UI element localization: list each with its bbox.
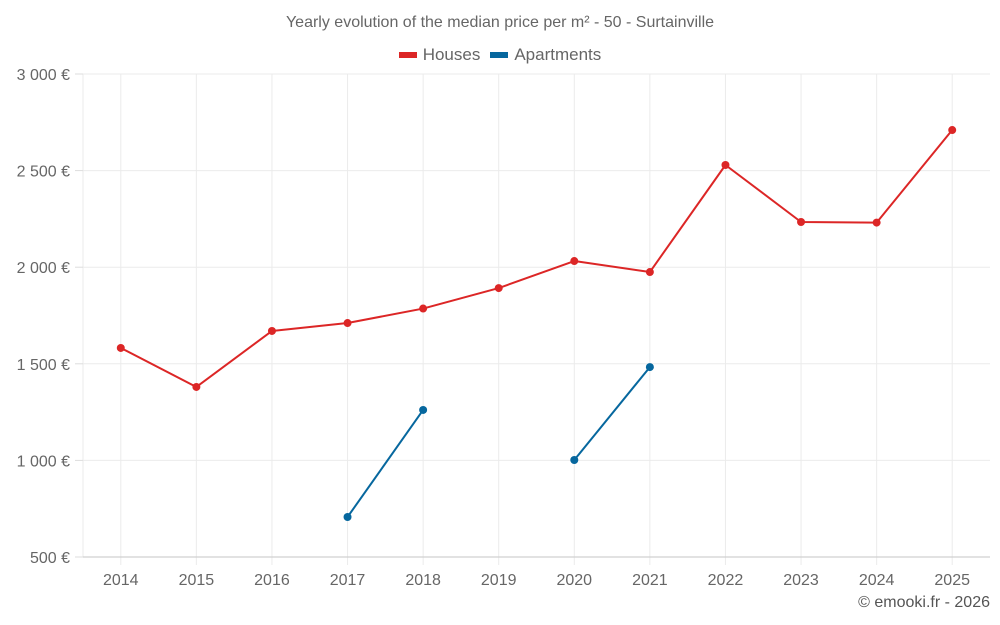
y-tick-label: 3 000 € xyxy=(17,67,70,84)
data-point-apartments-2018 xyxy=(419,405,428,414)
y-tick-label: 2 500 € xyxy=(17,164,70,181)
data-point-houses-2020 xyxy=(570,257,579,266)
data-point-apartments-2021 xyxy=(645,363,654,372)
y-tick-label: 500 € xyxy=(30,550,70,567)
x-tick-label: 2023 xyxy=(783,572,819,589)
series-houses xyxy=(116,126,957,391)
x-tick-label: 2016 xyxy=(254,572,290,589)
data-point-houses-2023 xyxy=(797,217,806,226)
data-point-apartments-2020 xyxy=(570,456,579,465)
x-tick-label: 2018 xyxy=(405,572,441,589)
legend-swatch-apartments xyxy=(490,52,509,58)
legend-item-apartments[interactable]: Apartments xyxy=(490,45,601,65)
data-point-houses-2014 xyxy=(116,343,125,352)
legend-swatch-houses xyxy=(398,52,417,58)
x-tick-label: 2019 xyxy=(481,572,517,589)
data-point-houses-2017 xyxy=(343,319,352,328)
data-point-houses-2019 xyxy=(494,284,503,293)
series xyxy=(116,126,957,522)
data-point-houses-2025 xyxy=(948,126,957,135)
legend: Houses Apartments xyxy=(0,45,1000,65)
y-tick-label: 2 000 € xyxy=(17,260,70,277)
series-line-houses xyxy=(120,129,953,388)
grid xyxy=(82,73,990,565)
data-point-houses-2015 xyxy=(192,382,201,391)
x-tick-label: 2014 xyxy=(103,572,139,589)
y-tick-label: 1 500 € xyxy=(17,357,70,374)
series-line-apartments xyxy=(346,409,424,518)
legend-item-houses[interactable]: Houses xyxy=(398,45,481,65)
x-tick-label: 2021 xyxy=(632,572,668,589)
x-tick-label: 2024 xyxy=(859,572,895,589)
data-point-houses-2022 xyxy=(721,160,730,169)
data-point-houses-2018 xyxy=(419,304,428,313)
data-point-houses-2016 xyxy=(267,326,276,335)
data-point-houses-2021 xyxy=(645,268,654,277)
y-tick-label: 1 000 € xyxy=(17,453,70,470)
x-tick-label: 2022 xyxy=(708,572,744,589)
data-point-apartments-2017 xyxy=(343,513,352,522)
x-tick-label: 2015 xyxy=(179,572,215,589)
legend-label-apartments: Apartments xyxy=(514,45,602,64)
credit-text: © emooki.fr - 2026 xyxy=(858,594,990,611)
x-tick-label: 2020 xyxy=(556,572,592,589)
series-line-apartments xyxy=(573,366,651,461)
x-tick-label: 2025 xyxy=(934,572,970,589)
data-point-houses-2024 xyxy=(872,218,881,227)
series-apartments xyxy=(343,363,654,522)
chart-title: Yearly evolution of the median price per… xyxy=(285,14,715,31)
axes: 500 € 1 000 € 1 500 € 2 000 € 2 500 € 3 000 €… xyxy=(17,67,990,589)
legend-label-houses: Houses xyxy=(422,45,481,64)
x-tick-label: 2017 xyxy=(330,572,366,589)
